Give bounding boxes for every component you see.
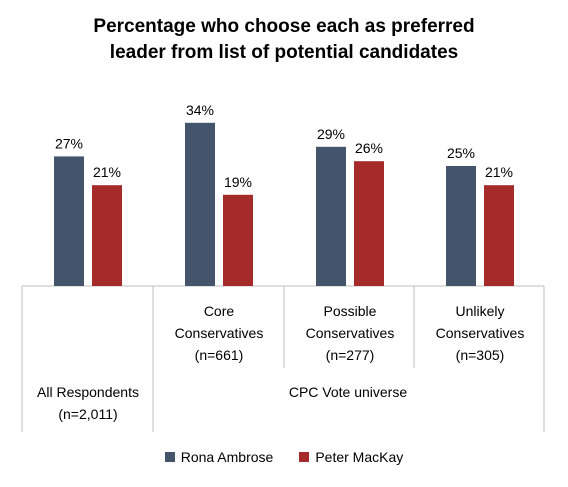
data-label: 21% — [485, 164, 513, 180]
category-label: Possible — [324, 303, 377, 319]
category-label: (n=277) — [326, 347, 375, 363]
bar-rona-ambrose — [446, 166, 476, 286]
category-label: Conservatives — [175, 325, 264, 341]
category-label: (n=2,011) — [58, 406, 117, 422]
chart-title: Percentage who choose each as preferred … — [0, 14, 568, 66]
legend-swatch-peter-mackay — [299, 452, 310, 462]
category-label: Core — [204, 303, 235, 319]
category-label: (n=661) — [195, 347, 244, 363]
chart-title-line-1: Percentage who choose each as preferred — [93, 16, 475, 37]
bar-chart: 27% 34% 29% 25% 21% 19% 26% 21% All Respondents (… — [21, 102, 545, 432]
group-label: CPC Vote universe — [289, 384, 407, 400]
bar-peter-mackay — [92, 185, 122, 286]
legend-label-peter-mackay: Peter MacKay — [315, 449, 404, 465]
data-label: 34% — [186, 102, 214, 118]
data-label: 26% — [355, 140, 383, 156]
bar-rona-ambrose — [316, 146, 346, 286]
category-label: All Respondents — [37, 384, 139, 400]
bar-peter-mackay — [484, 185, 514, 286]
bar-peter-mackay — [223, 194, 253, 286]
legend-label-rona-ambrose: Rona Ambrose — [180, 449, 274, 465]
bar-rona-ambrose — [185, 122, 215, 286]
legend-swatch-rona-ambrose — [164, 452, 175, 462]
category-label: (n=305) — [456, 347, 505, 363]
data-label: 25% — [447, 145, 475, 161]
legend-item-peter-mackay: Peter MacKay — [299, 449, 403, 465]
data-label: 19% — [224, 174, 252, 190]
category-label: Conservatives — [306, 325, 395, 341]
bar-rona-ambrose — [54, 156, 84, 286]
category-label: Conservatives — [436, 325, 525, 341]
legend-item-rona-ambrose: Rona Ambrose — [164, 449, 274, 465]
chart-title-line-2: leader from list of potential candidates — [109, 42, 459, 63]
bar-peter-mackay — [354, 161, 384, 286]
data-label: 27% — [55, 135, 83, 151]
data-label: 29% — [317, 126, 345, 142]
legend: Rona Ambrose Peter MacKay — [0, 449, 568, 465]
data-label: 21% — [93, 164, 121, 180]
category-label: Unlikely — [455, 303, 504, 319]
